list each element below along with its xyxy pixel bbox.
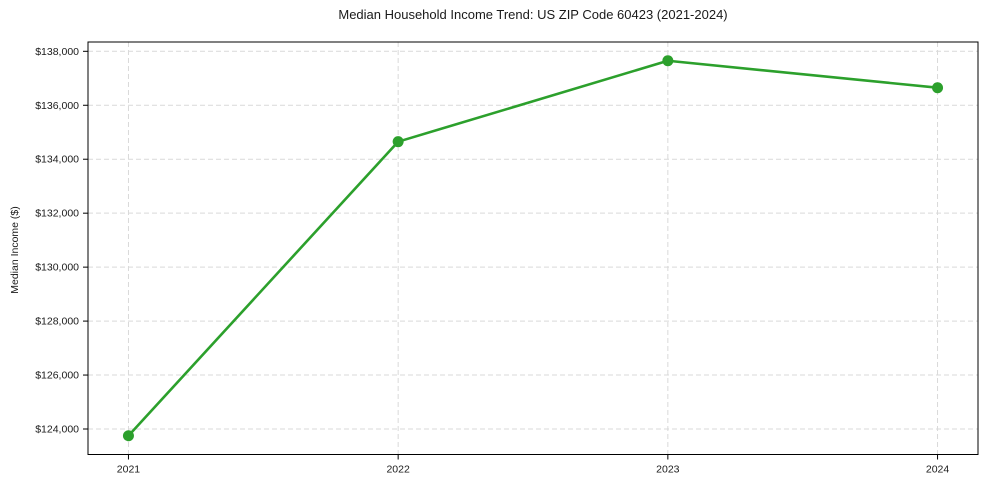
x-tick-label: 2022 bbox=[386, 464, 410, 476]
data-point-marker bbox=[122, 430, 134, 442]
data-point-marker bbox=[662, 55, 674, 67]
y-tick-label: $134,000 bbox=[35, 154, 79, 166]
x-tick-label: 2024 bbox=[926, 464, 950, 476]
y-tick-label: $136,000 bbox=[35, 100, 79, 112]
y-tick-label: $128,000 bbox=[35, 316, 79, 328]
data-point-marker bbox=[932, 82, 944, 94]
x-tick-label: 2021 bbox=[117, 464, 141, 476]
trend-line bbox=[127, 59, 939, 438]
y-tick-label: $132,000 bbox=[35, 208, 79, 220]
data-point-marker bbox=[392, 136, 404, 148]
y-tick-label: $126,000 bbox=[35, 370, 79, 382]
y-tick-label: $124,000 bbox=[35, 424, 79, 436]
y-tick-label: $138,000 bbox=[35, 46, 79, 58]
plot-border bbox=[87, 41, 979, 455]
x-tick-label: 2023 bbox=[656, 464, 680, 476]
y-tick-label: $130,000 bbox=[35, 262, 79, 274]
chart-title: Median Household Income Trend: US ZIP Co… bbox=[338, 7, 728, 22]
